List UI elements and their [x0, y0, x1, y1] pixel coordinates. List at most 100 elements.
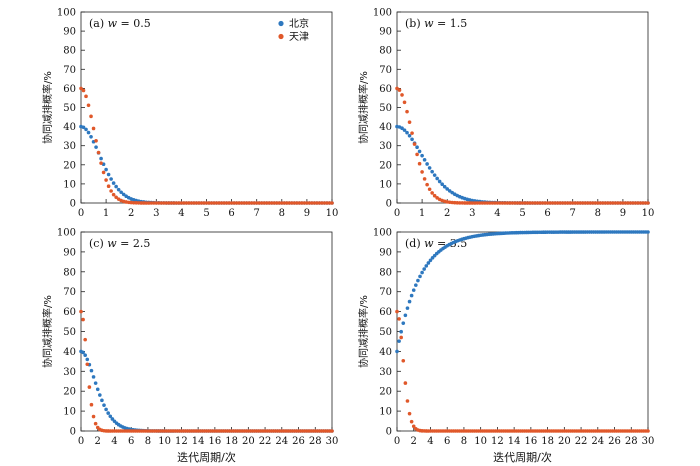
data-point: [136, 201, 141, 205]
x-tick-label: 5: [519, 208, 525, 219]
x-axis-label: 迭代周期/次: [177, 450, 236, 464]
x-tick-label: 2: [444, 208, 450, 219]
x-tick-label: 12: [491, 436, 504, 447]
data-point: [395, 309, 399, 314]
data-point: [81, 125, 86, 130]
x-tick-label: 8: [145, 436, 151, 447]
data-point: [305, 201, 309, 205]
data-point: [83, 337, 87, 342]
data-point: [395, 349, 399, 354]
data-point: [109, 177, 113, 181]
data-point: [631, 201, 635, 205]
data-point: [267, 201, 272, 205]
data-point: [285, 201, 289, 205]
data-point: [402, 128, 407, 132]
data-point: [91, 375, 96, 379]
data-point: [405, 130, 409, 135]
y-tick-label: 80: [379, 46, 392, 57]
x-tick-label: 4: [494, 208, 500, 219]
x-tick-label: 18: [541, 436, 554, 447]
y-axis-label: 协同减排概率/%: [357, 71, 370, 144]
data-point: [100, 398, 104, 403]
x-tick-label: 10: [158, 436, 171, 447]
data-point: [91, 414, 96, 419]
data-point: [460, 201, 465, 205]
x-tick-label: 9: [620, 208, 626, 219]
data-point: [280, 201, 284, 205]
y-tick-label: 40: [379, 347, 392, 358]
data-point: [483, 201, 487, 205]
data-point: [611, 201, 615, 205]
data-point: [93, 421, 98, 426]
data-point: [578, 201, 583, 205]
data-point: [518, 201, 522, 205]
y-tick-label: 90: [63, 247, 76, 258]
data-point: [219, 201, 224, 205]
data-point: [548, 201, 552, 205]
data-point: [397, 317, 401, 321]
data-point: [111, 192, 116, 197]
x-tick-label: 4: [427, 436, 433, 447]
data-point: [505, 201, 510, 205]
data-point: [626, 201, 630, 205]
data-point: [525, 201, 530, 205]
data-point: [475, 201, 480, 205]
y-tick-label: 0: [386, 427, 392, 438]
data-point: [410, 137, 414, 142]
data-point: [89, 135, 93, 139]
data-point: [641, 201, 645, 205]
data-point: [563, 201, 567, 205]
data-point: [162, 201, 166, 205]
data-point: [272, 201, 277, 205]
data-point: [432, 173, 437, 177]
y-tick-label: 0: [386, 199, 392, 210]
data-point: [86, 130, 91, 135]
data-point: [442, 184, 447, 189]
x-tick-label: 7: [570, 208, 576, 219]
data-point: [565, 201, 570, 205]
data-point: [157, 201, 161, 205]
data-point: [480, 201, 485, 205]
legend-marker: [278, 20, 284, 27]
y-tick-label: 70: [379, 287, 392, 298]
data-point: [573, 201, 578, 205]
data-point: [570, 201, 575, 205]
data-point: [114, 184, 118, 189]
data-point: [239, 201, 244, 205]
data-point: [302, 201, 307, 205]
y-tick-label: 80: [63, 46, 76, 57]
data-point: [102, 403, 106, 407]
chart-panel-2: 0 10 20 30 40 50 60 70 80 90 100 0 1 2 3 4 5 6 7 8 9 10 协同减排概率…: [357, 8, 654, 220]
data-point: [646, 230, 650, 234]
data-point: [179, 201, 184, 205]
x-tick-label: 2: [411, 436, 417, 447]
data-point: [174, 201, 179, 205]
x-tick-label: 22: [575, 436, 588, 447]
y-tick-label: 80: [63, 267, 76, 278]
data-point: [560, 201, 565, 205]
data-point: [237, 201, 241, 205]
data-point: [106, 411, 110, 415]
data-point: [242, 201, 246, 205]
x-tick-label: 6: [444, 436, 450, 447]
data-point: [214, 201, 219, 205]
data-point: [320, 201, 324, 205]
data-point: [440, 182, 444, 187]
y-tick-label: 90: [379, 247, 392, 258]
data-point: [85, 357, 90, 362]
data-point: [169, 201, 174, 205]
data-point: [409, 293, 414, 298]
data-point: [315, 201, 319, 205]
data-point: [415, 145, 419, 149]
data-point: [98, 393, 102, 397]
data-point: [84, 127, 88, 132]
data-point: [104, 178, 108, 182]
data-point: [445, 187, 450, 191]
data-point: [590, 201, 595, 205]
data-point: [86, 103, 91, 108]
data-point: [106, 172, 111, 177]
data-point: [290, 201, 294, 205]
data-point: [601, 201, 605, 205]
data-point: [402, 100, 407, 105]
data-point: [111, 181, 116, 185]
